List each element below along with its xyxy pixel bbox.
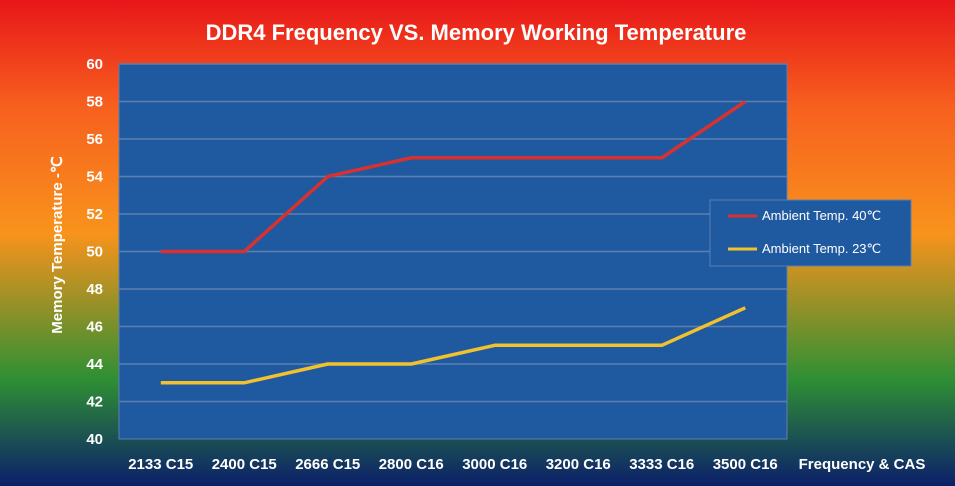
x-tick-label: 2133 C15 [128,456,193,473]
chart-title: DDR4 Frequency VS. Memory Working Temper… [206,20,747,45]
legend: Ambient Temp. 40℃ Ambient Temp. 23℃ [709,199,912,267]
y-tick-label: 60 [86,56,103,73]
legend-box [709,199,912,267]
x-tick-label: 2666 C15 [295,456,360,473]
x-tick-label: 3200 C16 [546,456,611,473]
legend-entry-label: Ambient Temp. 23℃ [762,241,881,256]
x-axis-ticks: 2133 C15 2400 C15 2666 C15 2800 C16 3000 C16… [128,456,778,473]
y-axis-ticks: 40 42 44 46 48 50 52 54 56 58 60 [86,56,103,448]
y-tick-label: 56 [86,131,103,148]
y-tick-label: 54 [86,169,103,186]
x-tick-label: 3000 C16 [462,456,527,473]
y-tick-label: 40 [86,431,103,448]
y-tick-label: 42 [86,394,103,411]
x-axis-label: Frequency & CAS [799,456,926,473]
x-tick-label: 3333 C16 [629,456,694,473]
legend-entry-label: Ambient Temp. 40℃ [762,208,881,223]
y-tick-label: 44 [86,356,103,373]
series-line [160,100,747,254]
x-tick-label: 3500 C16 [713,456,778,473]
series-line [160,306,747,385]
y-tick-label: 48 [86,281,103,298]
y-axis-label: Memory Temperature -℃ [49,156,66,334]
y-tick-label: 52 [86,206,103,223]
gridlines [119,63,787,403]
y-tick-label: 58 [86,94,103,111]
x-tick-label: 2800 C16 [379,456,444,473]
series-lines [160,100,747,385]
x-tick-label: 2400 C15 [212,456,277,473]
y-tick-label: 46 [86,319,103,336]
y-tick-label: 50 [86,244,103,261]
